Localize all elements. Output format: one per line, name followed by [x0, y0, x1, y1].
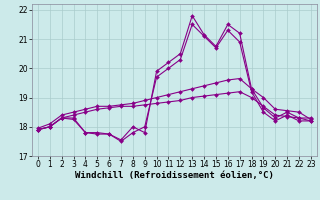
X-axis label: Windchill (Refroidissement éolien,°C): Windchill (Refroidissement éolien,°C) [75, 171, 274, 180]
